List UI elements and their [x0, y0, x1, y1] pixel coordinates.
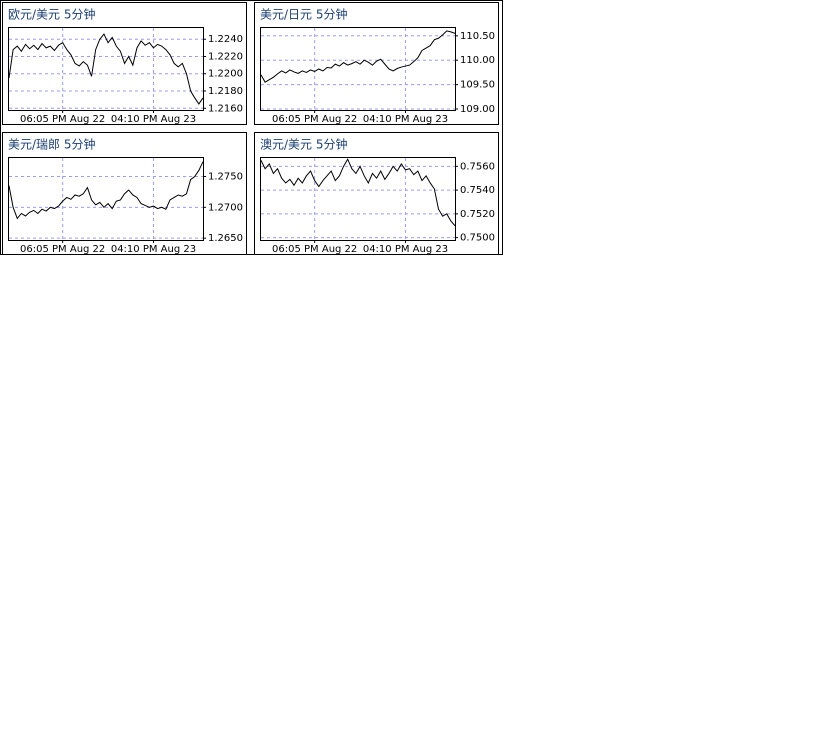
- y-tick-label: 110.50: [460, 31, 495, 42]
- panel-frame: [254, 2, 499, 125]
- x-tick-label: 04:10 PM Aug 23: [363, 244, 448, 255]
- y-tick-label: 1.2650: [208, 233, 243, 244]
- y-tick-label: 110.00: [460, 55, 495, 66]
- y-tick-label: 0.7520: [460, 209, 495, 220]
- y-tick-label: 1.2200: [208, 69, 243, 80]
- y-tick-label: 1.2220: [208, 51, 243, 62]
- y-tick-label: 1.2240: [208, 34, 243, 45]
- x-tick-label: 06:05 PM Aug 22: [272, 244, 357, 255]
- x-tick-label: 06:05 PM Aug 22: [20, 244, 105, 255]
- y-tick-label: 1.2700: [208, 202, 243, 213]
- plot-frame: [8, 157, 204, 241]
- plot-frame: [260, 27, 456, 111]
- price-line: [8, 33, 204, 105]
- plot-frame: [260, 157, 456, 241]
- x-tick-label: 04:10 PM Aug 23: [363, 114, 448, 125]
- price-line: [260, 30, 456, 83]
- plot-frame: [8, 27, 204, 111]
- panel-frame: [2, 2, 247, 125]
- x-tick-label: 04:10 PM Aug 23: [111, 244, 196, 255]
- x-tick-label: 06:05 PM Aug 22: [20, 114, 105, 125]
- y-tick-label: 109.00: [460, 104, 495, 115]
- y-tick-label: 0.7560: [460, 161, 495, 172]
- y-tick-label: 109.50: [460, 80, 495, 91]
- outer-frame: [0, 0, 503, 255]
- chart-title: 美元/日元 5分钟: [260, 7, 348, 22]
- panel-frame: [2, 132, 247, 255]
- price-line: [8, 161, 204, 220]
- x-tick-label: 04:10 PM Aug 23: [111, 114, 196, 125]
- y-tick-label: 1.2180: [208, 86, 243, 97]
- y-tick-label: 0.7540: [460, 185, 495, 196]
- x-tick-label: 06:05 PM Aug 22: [272, 114, 357, 125]
- chart-title: 欧元/美元 5分钟: [8, 7, 96, 22]
- y-tick-label: 1.2750: [208, 171, 243, 182]
- y-tick-label: 0.7500: [460, 233, 495, 244]
- price-line: [260, 158, 456, 227]
- y-tick-label: 1.2160: [208, 103, 243, 114]
- chart-title: 美元/瑞郎 5分钟: [8, 137, 96, 152]
- chart-title: 澳元/美元 5分钟: [260, 137, 348, 152]
- panel-frame: [254, 132, 499, 255]
